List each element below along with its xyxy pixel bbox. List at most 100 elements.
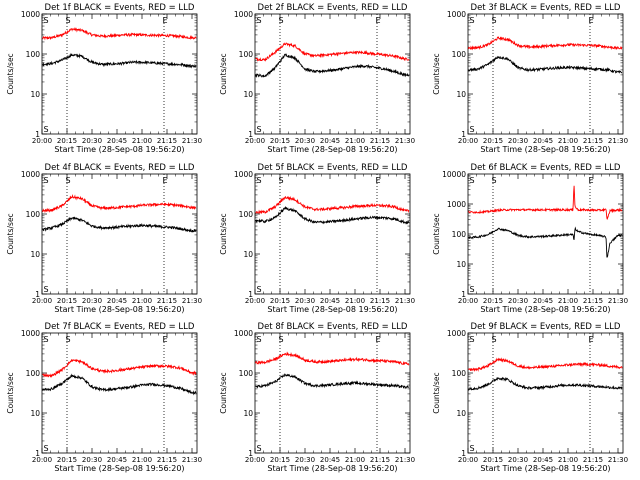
x-tick-label: 20:30 xyxy=(508,297,528,305)
plot-frame xyxy=(41,13,198,135)
x-tick-label: 20:00 xyxy=(32,137,52,145)
x-tick-label: 20:45 xyxy=(533,137,553,145)
y-tick-label: 100 xyxy=(239,210,254,219)
y-tick-label: 100 xyxy=(26,369,41,378)
x-tick-label: 21:15 xyxy=(370,456,390,464)
panel-det5f: Det 5f BLACK = Events, RED = LLD 1 10 100 10… xyxy=(219,163,415,314)
x-tick-label: 20:45 xyxy=(107,137,127,145)
y-tick-label: 1000 xyxy=(447,200,466,209)
x-tick-label: 20:15 xyxy=(483,137,503,145)
x-tick-label: 21:00 xyxy=(132,297,152,305)
series-line-lld xyxy=(468,36,623,51)
y-tick-label: 10 xyxy=(30,90,40,99)
series-line-events xyxy=(468,226,623,258)
marker-label: S xyxy=(469,176,474,185)
x-tick-label: 20:15 xyxy=(57,297,77,305)
y-tick-label: 100 xyxy=(452,50,467,59)
x-tick-label: 21:00 xyxy=(558,297,578,305)
series-line-lld xyxy=(468,357,623,372)
y-tick-label: 10 xyxy=(456,409,466,418)
y-tick-label: 100 xyxy=(26,210,41,219)
x-tick-label: 21:30 xyxy=(395,297,415,305)
x-tick-label: 20:15 xyxy=(483,456,503,464)
x-tick-label: 20:45 xyxy=(320,456,340,464)
x-tick-label: 20:00 xyxy=(32,456,52,464)
x-tick-label: 21:30 xyxy=(182,137,202,145)
y-tick-label: 10 xyxy=(30,250,40,259)
x-tick-label: 21:15 xyxy=(583,456,603,464)
series-line-lld xyxy=(255,42,410,62)
x-tick-label: 20:45 xyxy=(107,297,127,305)
y-tick-label: 100 xyxy=(239,369,254,378)
marker-label: S xyxy=(469,444,474,453)
marker-label: S xyxy=(43,176,48,185)
x-tick-label: 21:30 xyxy=(395,456,415,464)
x-tick-label: 21:30 xyxy=(395,137,415,145)
y-axis-label: Counts/sec xyxy=(219,372,228,413)
panel-title: Det 3f BLACK = Events, RED = LLD xyxy=(471,3,621,13)
x-tick-label: 21:30 xyxy=(608,137,628,145)
y-tick-label: 1 xyxy=(248,290,253,299)
marker-label: S xyxy=(65,176,70,185)
panel-title: Det 7f BLACK = Events, RED = LLD xyxy=(45,322,195,332)
marker-label: S xyxy=(43,125,48,134)
panel-det7f: Det 7f BLACK = Events, RED = LLD 1 10 100 10… xyxy=(6,322,202,473)
y-tick-label: 1000 xyxy=(234,329,253,338)
marker-label: S xyxy=(491,176,496,185)
series-line-lld xyxy=(42,26,197,41)
x-tick-label: 20:45 xyxy=(107,456,127,464)
marker-label: S xyxy=(491,16,496,25)
y-axis-label: Counts/sec xyxy=(6,53,15,94)
marker-label: S xyxy=(278,16,283,25)
y-tick-label: 1000 xyxy=(447,329,466,338)
x-tick-label: 20:15 xyxy=(57,456,77,464)
marker-label: S xyxy=(43,285,48,294)
x-tick-label: 20:00 xyxy=(245,137,265,145)
marker-label: E xyxy=(375,16,380,25)
marker-label: E xyxy=(162,176,167,185)
y-axis-label: Counts/sec xyxy=(6,213,15,254)
x-tick-label: 21:00 xyxy=(345,137,365,145)
y-tick-label: 1000 xyxy=(21,170,40,179)
y-tick-label: 1 xyxy=(35,449,40,458)
x-tick-label: 20:00 xyxy=(458,456,478,464)
series-line-lld xyxy=(255,351,410,366)
marker-label: E xyxy=(162,335,167,344)
x-tick-label: 20:30 xyxy=(82,137,102,145)
y-tick-label: 1000 xyxy=(21,10,40,19)
y-tick-label: 10 xyxy=(456,260,466,269)
x-tick-label: 20:15 xyxy=(270,456,290,464)
x-tick-label: 20:15 xyxy=(483,297,503,305)
x-tick-label: 21:15 xyxy=(157,297,177,305)
x-tick-label: 20:00 xyxy=(458,297,478,305)
x-tick-label: 20:00 xyxy=(245,456,265,464)
y-axis-label: Counts/sec xyxy=(432,53,441,94)
y-tick-label: 1 xyxy=(461,130,466,139)
x-tick-label: 21:15 xyxy=(583,297,603,305)
panel-det4f: Det 4f BLACK = Events, RED = LLD 1 10 100 10… xyxy=(6,163,202,314)
x-tick-label: 20:45 xyxy=(320,297,340,305)
series-line-events xyxy=(255,53,410,79)
plot-frame xyxy=(467,332,624,454)
panel-title: Det 1f BLACK = Events, RED = LLD xyxy=(45,3,195,13)
x-axis-label: Start Time (28-Sep-08 19:56:20) xyxy=(480,145,610,154)
marker-label: S xyxy=(491,335,496,344)
series-line-events xyxy=(255,205,410,225)
y-tick-label: 10 xyxy=(30,409,40,418)
marker-label: S xyxy=(278,176,283,185)
series-line-lld xyxy=(42,358,197,378)
panel-title: Det 4f BLACK = Events, RED = LLD xyxy=(45,163,195,173)
marker-label: E xyxy=(588,176,593,185)
y-axis-label: Counts/sec xyxy=(219,53,228,94)
series-line-lld xyxy=(255,195,410,215)
marker-label: S xyxy=(65,16,70,25)
x-tick-label: 21:00 xyxy=(345,456,365,464)
x-tick-label: 21:15 xyxy=(370,137,390,145)
x-tick-label: 21:15 xyxy=(370,297,390,305)
panel-title: Det 6f BLACK = Events, RED = LLD xyxy=(471,163,621,173)
x-tick-label: 20:30 xyxy=(295,297,315,305)
series-line-lld xyxy=(42,193,197,214)
series-line-events xyxy=(468,55,623,74)
x-tick-label: 20:30 xyxy=(295,137,315,145)
